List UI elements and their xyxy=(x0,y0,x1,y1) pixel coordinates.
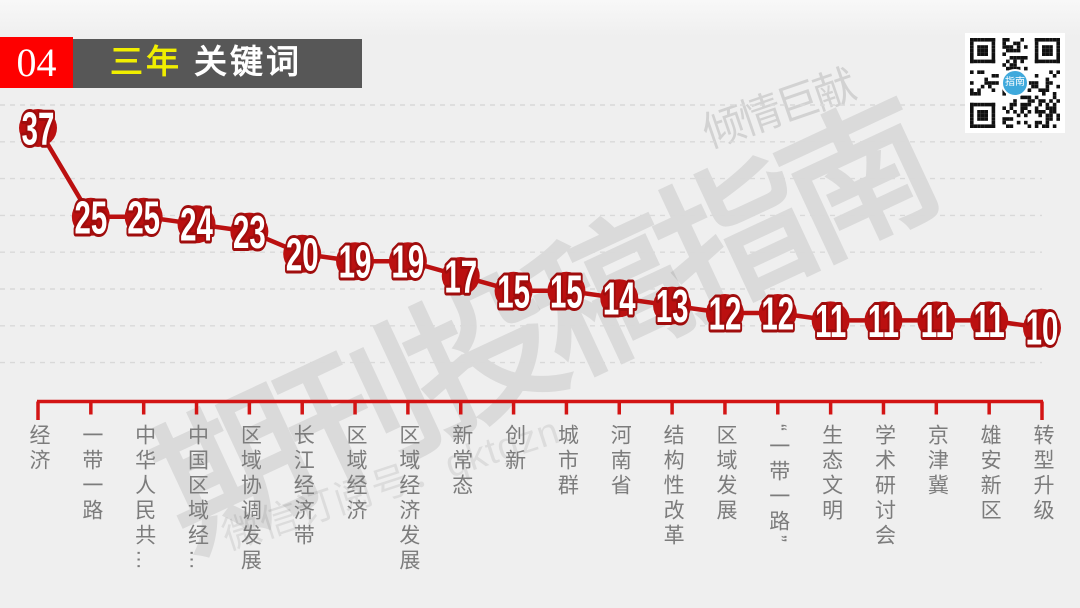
data-point xyxy=(811,301,850,340)
data-point-value: 15 xyxy=(550,267,583,318)
data-point-value: 13 xyxy=(656,282,689,333)
data-point xyxy=(970,301,1009,340)
x-axis-label: 学术研讨会 xyxy=(872,424,896,549)
qr-pattern xyxy=(970,38,1060,128)
x-axis-label: 转型升级 xyxy=(1031,424,1054,524)
data-point xyxy=(19,109,57,147)
x-axis-label: 一带一路 xyxy=(79,424,103,524)
data-point-value: 10 xyxy=(1026,304,1059,355)
data-point-value: 11 xyxy=(815,296,846,347)
data-point xyxy=(336,242,375,281)
data-point-value: 25 xyxy=(127,193,160,244)
data-point-value: 12 xyxy=(709,289,742,340)
x-axis-label: “一带一路” xyxy=(766,424,790,546)
x-axis-label: 创新 xyxy=(502,424,526,474)
data-point xyxy=(441,257,480,295)
data-point-value: 24 xyxy=(180,200,213,251)
x-axis-label: 区域经济 xyxy=(344,424,368,524)
x-axis-label: 城市群 xyxy=(555,424,579,499)
data-point-value: 11 xyxy=(921,296,952,347)
data-point xyxy=(1023,308,1061,347)
data-point-value: 19 xyxy=(339,237,372,288)
x-axis-label: 京津冀 xyxy=(925,424,949,499)
data-point xyxy=(230,212,269,251)
qr-code: 指南 xyxy=(965,33,1065,133)
x-axis-label: 生态文明 xyxy=(819,424,843,524)
data-point xyxy=(124,197,163,236)
data-point-value: 12 xyxy=(761,289,794,340)
data-point-value: 37 xyxy=(22,104,55,155)
data-point xyxy=(494,271,533,310)
data-point-value: 19 xyxy=(392,237,425,288)
data-point-value: 23 xyxy=(233,208,266,259)
data-point xyxy=(864,301,903,340)
data-point xyxy=(917,301,956,340)
x-axis-label: 结构性改革 xyxy=(661,424,685,549)
data-point xyxy=(600,279,639,318)
x-axis-label: 经济 xyxy=(27,424,50,474)
data-point xyxy=(283,234,322,273)
page-title: 三年 关键词 xyxy=(73,39,362,88)
x-axis-label: 区域协调发展 xyxy=(238,424,262,574)
data-point xyxy=(653,286,692,325)
title-highlight: 三年 xyxy=(110,45,182,81)
data-point-value: 17 xyxy=(444,252,477,303)
section-number: 04 xyxy=(0,37,73,88)
data-point-value: 25 xyxy=(74,193,107,244)
data-point xyxy=(177,205,216,244)
x-axis-label: 区域经济发展 xyxy=(396,424,420,574)
qr-center-badge: 指南 xyxy=(1001,69,1029,97)
data-point xyxy=(547,271,586,310)
x-axis-label: 雄安新区 xyxy=(978,424,1002,524)
data-point-value: 11 xyxy=(868,296,899,347)
data-point xyxy=(705,294,744,332)
data-point xyxy=(71,197,110,236)
data-point-value: 11 xyxy=(974,296,1005,347)
data-point xyxy=(758,294,797,332)
x-axis-label: 中华人民共… xyxy=(132,424,156,574)
x-axis-label: 长江经济带 xyxy=(291,424,315,549)
x-axis-label: 新常态 xyxy=(449,424,473,499)
x-axis-label: 河南省 xyxy=(608,424,632,499)
data-point-value: 14 xyxy=(603,274,636,325)
x-axis-label: 中国区域经… xyxy=(185,424,209,574)
data-point-value: 15 xyxy=(497,267,530,318)
x-axis-label: 区域发展 xyxy=(713,424,737,524)
data-point xyxy=(388,242,427,281)
title-rest: 关键词 xyxy=(194,45,302,81)
data-point-value: 20 xyxy=(286,230,319,281)
